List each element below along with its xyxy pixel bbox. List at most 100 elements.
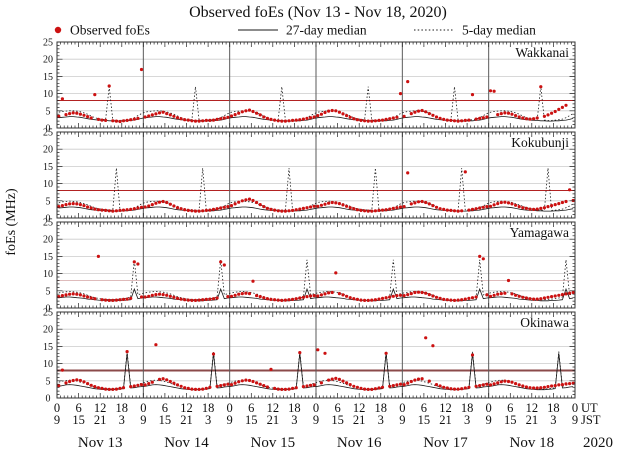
observed-dot xyxy=(438,384,442,388)
observed-dot xyxy=(204,386,208,390)
observed-dot xyxy=(546,205,550,209)
observed-dot xyxy=(258,295,262,299)
observed-dot xyxy=(341,112,345,116)
observed-dot xyxy=(240,110,244,114)
observed-dot xyxy=(319,293,323,297)
observed-dot xyxy=(291,297,295,301)
observed-dot xyxy=(258,382,262,386)
observed-dot xyxy=(86,382,90,386)
observed-dot xyxy=(175,116,180,120)
observed-dot xyxy=(373,209,377,213)
observed-dot xyxy=(276,209,280,213)
observed-dot xyxy=(172,381,176,385)
observed-dot xyxy=(395,206,399,210)
observed-dot xyxy=(201,298,205,302)
observed-dot xyxy=(517,205,521,209)
observed-dot xyxy=(82,294,86,298)
jst-tick-label: 15 xyxy=(245,413,258,427)
y-tick-label: 5 xyxy=(46,286,51,297)
ut-tick-label: 6 xyxy=(334,401,340,415)
observed-dot xyxy=(147,114,151,118)
observed-dot xyxy=(568,188,572,192)
observed-dot xyxy=(377,386,381,390)
observed-dot xyxy=(78,112,82,116)
observed-dot xyxy=(564,292,568,296)
observed-dot xyxy=(384,117,388,121)
observed-dot xyxy=(139,383,144,387)
observed-dot xyxy=(190,298,194,302)
y-tick-label: 15 xyxy=(43,342,53,353)
observed-dot xyxy=(452,209,457,213)
observed-dot xyxy=(539,297,543,301)
observed-dot xyxy=(93,385,97,389)
observed-dot xyxy=(229,204,234,208)
observed-dot xyxy=(330,200,334,205)
observed-dot xyxy=(125,350,129,354)
observed-dot xyxy=(269,207,273,211)
y-tick-label: 20 xyxy=(43,235,53,246)
observed-dot xyxy=(157,111,162,115)
observed-dot xyxy=(309,205,313,209)
observed-dot xyxy=(456,119,460,123)
observed-dot xyxy=(305,384,309,388)
observed-dot xyxy=(269,367,273,371)
jst-tick-label: 9 xyxy=(399,413,405,427)
observed-dot xyxy=(280,209,284,213)
observed-dot xyxy=(467,118,471,122)
jst-unit-label: JST xyxy=(581,413,601,427)
ut-tick-label: 0 xyxy=(399,401,405,415)
ut-tick-label: 12 xyxy=(180,401,193,415)
observed-dot xyxy=(445,118,449,122)
jst-tick-label: 21 xyxy=(94,413,107,427)
observed-dot xyxy=(546,295,550,299)
ut-tick-label: 6 xyxy=(162,401,168,415)
station-label: Yamagawa xyxy=(510,225,569,240)
observed-dot xyxy=(463,386,467,390)
y-tick-label: 10 xyxy=(43,89,53,100)
observed-dot xyxy=(424,291,428,295)
observed-dot xyxy=(219,117,223,121)
observed-dot xyxy=(262,205,266,209)
observed-dot xyxy=(463,118,467,122)
observed-dot xyxy=(312,294,316,298)
observed-dot xyxy=(409,112,413,116)
observed-dot xyxy=(456,209,460,213)
observed-dot xyxy=(528,207,532,211)
observed-dot xyxy=(535,116,539,120)
observed-dot xyxy=(327,291,331,295)
observed-dot xyxy=(247,197,252,201)
observed-dot xyxy=(68,112,72,116)
observed-dot xyxy=(553,109,557,114)
observed-dot xyxy=(528,297,532,301)
observed-dot xyxy=(413,378,417,382)
observed-dot xyxy=(262,296,266,300)
observed-dot xyxy=(287,209,291,213)
observed-dot xyxy=(132,207,136,211)
observed-dot xyxy=(499,112,503,116)
observed-dot xyxy=(406,293,410,297)
observed-dot xyxy=(395,294,399,298)
observed-dot xyxy=(100,208,104,212)
observed-dot xyxy=(467,208,471,212)
observed-dot xyxy=(132,384,136,388)
observed-dot xyxy=(201,387,205,391)
observed-dot xyxy=(345,114,349,118)
observed-dot xyxy=(363,387,367,391)
observed-dot xyxy=(524,117,529,121)
observed-dot xyxy=(348,296,352,300)
observed-dot xyxy=(118,298,122,302)
panel-frame xyxy=(56,311,576,399)
observed-dot xyxy=(215,384,219,388)
observed-dot xyxy=(384,296,388,300)
observed-dot xyxy=(240,199,244,203)
observed-dot xyxy=(542,296,547,300)
observed-dot xyxy=(121,119,126,123)
observed-dot xyxy=(287,119,291,123)
observed-dot xyxy=(485,115,489,119)
observed-dot xyxy=(233,381,237,385)
observed-dot xyxy=(488,89,493,93)
observed-dot xyxy=(60,97,64,101)
observed-dot xyxy=(499,200,503,205)
observed-dot xyxy=(255,294,259,298)
observed-dot xyxy=(150,113,154,117)
